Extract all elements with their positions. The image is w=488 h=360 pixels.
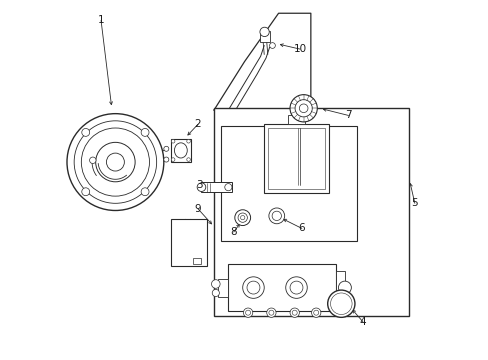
Text: 7: 7 xyxy=(345,111,351,121)
Circle shape xyxy=(294,100,312,117)
Text: 4: 4 xyxy=(359,317,366,327)
Bar xyxy=(287,116,305,125)
Circle shape xyxy=(67,114,163,211)
Circle shape xyxy=(197,183,205,192)
Circle shape xyxy=(163,146,168,151)
Circle shape xyxy=(289,95,317,122)
Circle shape xyxy=(163,157,168,162)
Circle shape xyxy=(330,293,351,315)
Text: 9: 9 xyxy=(194,204,201,214)
Circle shape xyxy=(171,139,175,143)
Circle shape xyxy=(271,211,281,221)
Bar xyxy=(171,220,206,266)
Bar xyxy=(264,125,328,193)
Circle shape xyxy=(268,208,284,224)
Circle shape xyxy=(238,213,247,222)
Circle shape xyxy=(266,308,276,318)
Circle shape xyxy=(243,308,252,318)
Circle shape xyxy=(338,281,351,294)
Circle shape xyxy=(186,158,190,161)
Bar xyxy=(228,264,335,311)
Text: 3: 3 xyxy=(196,180,203,190)
Circle shape xyxy=(96,142,135,182)
Circle shape xyxy=(313,310,318,315)
Circle shape xyxy=(289,281,303,294)
Circle shape xyxy=(299,104,307,113)
Circle shape xyxy=(292,310,297,315)
Text: 5: 5 xyxy=(411,198,417,208)
Circle shape xyxy=(234,210,250,226)
Circle shape xyxy=(141,129,149,136)
Circle shape xyxy=(240,216,244,220)
Bar xyxy=(192,258,201,264)
Bar xyxy=(267,128,325,189)
Circle shape xyxy=(260,27,269,37)
Circle shape xyxy=(89,157,96,163)
Circle shape xyxy=(269,42,275,48)
Text: 2: 2 xyxy=(194,120,201,129)
Bar xyxy=(201,182,231,192)
Circle shape xyxy=(171,158,175,161)
Bar xyxy=(217,279,228,297)
Text: 10: 10 xyxy=(293,44,306,54)
Circle shape xyxy=(186,139,190,143)
Circle shape xyxy=(285,277,306,298)
Circle shape xyxy=(141,188,149,196)
Ellipse shape xyxy=(174,143,187,158)
Circle shape xyxy=(81,129,89,136)
Circle shape xyxy=(311,308,320,318)
Bar xyxy=(221,126,357,241)
Bar xyxy=(214,108,408,316)
Circle shape xyxy=(81,128,149,196)
Text: 8: 8 xyxy=(230,227,237,237)
Circle shape xyxy=(106,153,124,171)
Circle shape xyxy=(327,290,354,318)
Circle shape xyxy=(211,280,220,288)
Circle shape xyxy=(268,310,273,315)
Text: 1: 1 xyxy=(98,15,104,26)
Circle shape xyxy=(212,289,219,297)
Bar xyxy=(171,139,190,162)
Circle shape xyxy=(81,188,89,196)
Circle shape xyxy=(246,281,260,294)
Text: 6: 6 xyxy=(298,224,305,233)
Circle shape xyxy=(224,184,231,191)
Circle shape xyxy=(242,277,264,298)
Circle shape xyxy=(74,121,156,203)
Circle shape xyxy=(245,310,250,315)
Bar xyxy=(259,31,269,42)
Bar xyxy=(335,271,344,304)
Circle shape xyxy=(289,308,299,318)
